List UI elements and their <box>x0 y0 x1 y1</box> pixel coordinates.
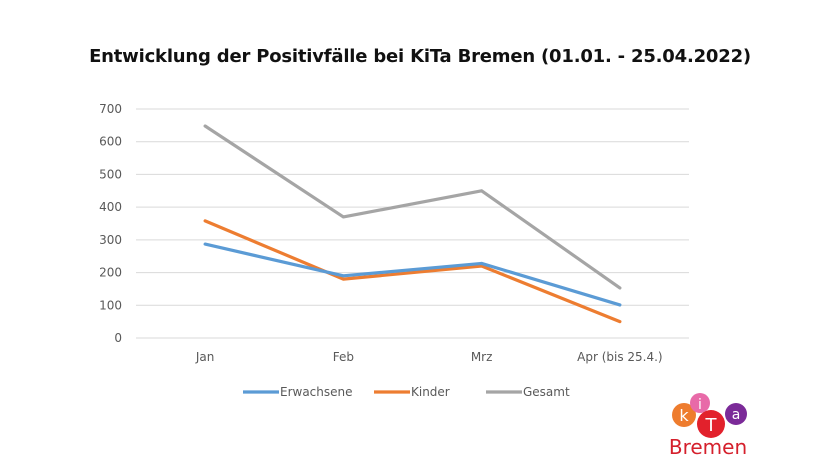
legend: Erwachsene Kinder Gesamt <box>243 385 570 399</box>
x-axis-ticks: Jan Feb Mrz Apr (bis 25.4.) <box>195 350 663 364</box>
x-tick-label: Feb <box>333 350 354 364</box>
x-tick-label: Jan <box>195 350 215 364</box>
logo-letter-a: a <box>732 407 741 423</box>
legend-label: Kinder <box>411 385 450 399</box>
legend-item-kinder: Kinder <box>374 385 450 399</box>
logo-circle-k <box>672 403 696 427</box>
kita-bremen-logo: k i a T Bremen <box>669 393 747 459</box>
logo-circle-a <box>725 403 747 425</box>
y-tick-label: 400 <box>99 200 122 214</box>
x-tick-label: Apr (bis 25.4.) <box>577 350 663 364</box>
y-tick-label: 0 <box>114 331 122 345</box>
y-axis-ticks: 0 100 200 300 400 500 600 700 <box>99 102 122 345</box>
series-line-gesamt <box>203 124 622 290</box>
legend-label: Gesamt <box>523 385 570 399</box>
logo-wordmark: Bremen <box>669 435 747 459</box>
chart-title: Entwicklung der Positivfälle bei KiTa Br… <box>89 46 751 67</box>
y-tick-label: 300 <box>99 233 122 247</box>
legend-item-erwachsene: Erwachsene <box>243 385 353 399</box>
y-tick-label: 100 <box>99 298 122 312</box>
logo-letter-i: i <box>698 397 702 413</box>
legend-label: Erwachsene <box>280 385 353 399</box>
logo-letter-t: T <box>705 415 718 436</box>
y-tick-label: 200 <box>99 266 122 280</box>
legend-item-gesamt: Gesamt <box>486 385 570 399</box>
x-tick-label: Mrz <box>471 350 493 364</box>
series-lines <box>203 124 622 324</box>
series-line-erwachsene <box>203 242 622 307</box>
y-tick-label: 500 <box>99 167 122 181</box>
logo-circle-i <box>690 393 710 413</box>
series-line-kinder <box>203 219 622 324</box>
y-tick-label: 600 <box>99 135 122 149</box>
logo-letter-k: k <box>679 406 689 425</box>
y-tick-label: 700 <box>99 102 122 116</box>
gridlines <box>136 108 689 339</box>
logo-circle-t <box>697 410 725 438</box>
